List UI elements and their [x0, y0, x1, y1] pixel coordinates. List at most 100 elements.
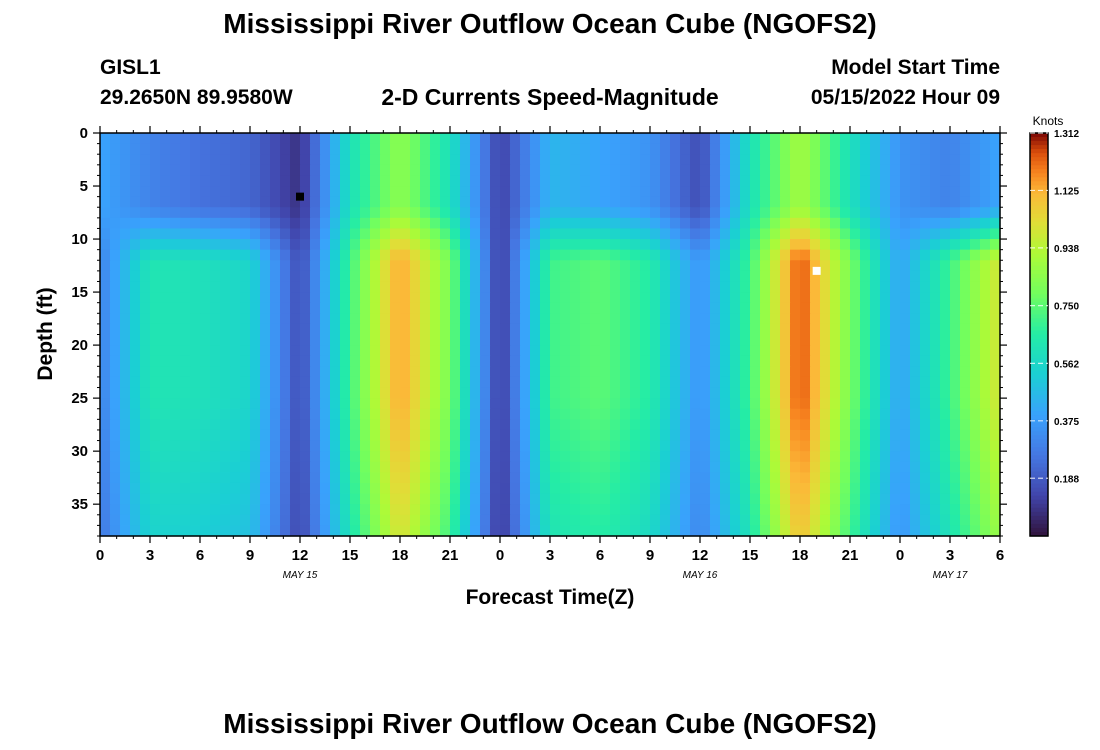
heatmap-cell — [330, 228, 341, 240]
heatmap-cell — [880, 270, 891, 283]
heatmap-cell — [840, 398, 851, 410]
heatmap-cell — [210, 196, 221, 208]
heatmap-cell — [440, 429, 451, 442]
heatmap-cell — [230, 228, 241, 240]
heatmap-cell — [400, 302, 411, 314]
heatmap-cell — [270, 313, 281, 325]
heatmap-cell — [560, 143, 571, 155]
heatmap-cell — [270, 355, 281, 367]
heatmap-cell — [720, 514, 731, 526]
heatmap-cell — [980, 387, 991, 399]
heatmap-cell — [370, 302, 381, 314]
heatmap-cell — [410, 154, 421, 166]
heatmap-cell — [730, 313, 741, 325]
heatmap-cell — [380, 249, 391, 261]
heatmap-cell — [600, 249, 611, 261]
heatmap-cell — [840, 366, 851, 378]
heatmap-cell — [200, 270, 211, 283]
heatmap-cell — [350, 482, 361, 495]
heatmap-cell — [280, 461, 291, 473]
heatmap-cell — [180, 419, 191, 431]
heatmap-cell — [580, 154, 591, 166]
heatmap-cell — [440, 514, 451, 526]
heatmap-cell — [130, 387, 141, 399]
heatmap-cell — [740, 472, 751, 484]
heatmap-cell — [390, 175, 401, 187]
heatmap-cell — [880, 504, 891, 516]
heatmap-cell — [910, 345, 921, 357]
heatmap-cell — [340, 408, 351, 420]
heatmap-cell — [250, 228, 261, 240]
heatmap-cell — [630, 398, 641, 410]
y-tick-label: 25 — [71, 390, 88, 407]
colorbar-segment — [1030, 310, 1048, 315]
heatmap-cell — [950, 292, 961, 304]
heatmap-cell — [340, 387, 351, 399]
heatmap-cell — [490, 175, 501, 187]
heatmap-cell — [390, 525, 401, 537]
heatmap-cell — [320, 387, 331, 399]
heatmap-cell — [410, 334, 421, 346]
colorbar-segment — [1030, 370, 1048, 376]
heatmap-cell — [850, 525, 861, 537]
heatmap-cell — [690, 217, 701, 230]
heatmap-cell — [600, 207, 611, 219]
heatmap-cell — [350, 186, 361, 198]
heatmap-cell — [250, 334, 261, 346]
heatmap-cell — [270, 270, 281, 283]
heatmap-cell — [110, 472, 121, 484]
heatmap-cell — [600, 525, 611, 537]
heatmap-cell — [580, 387, 591, 399]
heatmap-cell — [900, 228, 911, 240]
heatmap-cell — [620, 398, 631, 410]
heatmap-cell — [460, 345, 471, 357]
heatmap-cell — [660, 196, 671, 208]
heatmap-cell — [490, 143, 501, 155]
heatmap-cell — [840, 419, 851, 431]
heatmap-cell — [210, 504, 221, 516]
heatmap-cell — [850, 217, 861, 230]
heatmap-cell — [910, 164, 921, 177]
heatmap-cell — [740, 355, 751, 367]
heatmap-cell — [560, 217, 571, 230]
heatmap-cell — [530, 525, 541, 537]
heatmap-cell — [330, 196, 341, 208]
heatmap-cell — [660, 175, 671, 187]
heatmap-cell — [970, 472, 981, 484]
heatmap-cell — [230, 164, 241, 177]
heatmap-cell — [900, 451, 911, 463]
heatmap-cell — [470, 175, 481, 187]
heatmap-cell — [610, 281, 621, 293]
heatmap-cell — [720, 196, 731, 208]
heatmap-cell — [130, 133, 141, 145]
heatmap-cell — [530, 398, 541, 410]
heatmap-cell — [150, 355, 161, 367]
heatmap-cell — [860, 355, 871, 367]
heatmap-cell — [140, 207, 151, 219]
heatmap-cell — [920, 398, 931, 410]
heatmap-cell — [860, 186, 871, 198]
heatmap-cell — [650, 355, 661, 367]
heatmap-cell — [850, 440, 861, 452]
heatmap-cell — [420, 249, 431, 261]
heatmap-cell — [590, 302, 601, 314]
heatmap-cell — [590, 525, 601, 537]
heatmap-cell — [890, 419, 901, 431]
heatmap-cell — [400, 419, 411, 431]
heatmap-cell — [550, 207, 561, 219]
heatmap-cell — [650, 143, 661, 155]
heatmap-cell — [240, 164, 251, 177]
heatmap-cell — [200, 249, 211, 261]
heatmap-cell — [370, 228, 381, 240]
x-tick-label: 3 — [546, 547, 554, 564]
heatmap-cell — [320, 334, 331, 346]
heatmap-cell — [600, 133, 611, 145]
heatmap-cell — [620, 323, 631, 336]
heatmap-cell — [930, 366, 941, 378]
heatmap-cell — [510, 334, 521, 346]
heatmap-cell — [670, 302, 681, 314]
heatmap-cell — [720, 429, 731, 442]
heatmap-cell — [800, 493, 811, 505]
heatmap-cell — [300, 207, 311, 219]
heatmap-cell — [700, 345, 711, 357]
